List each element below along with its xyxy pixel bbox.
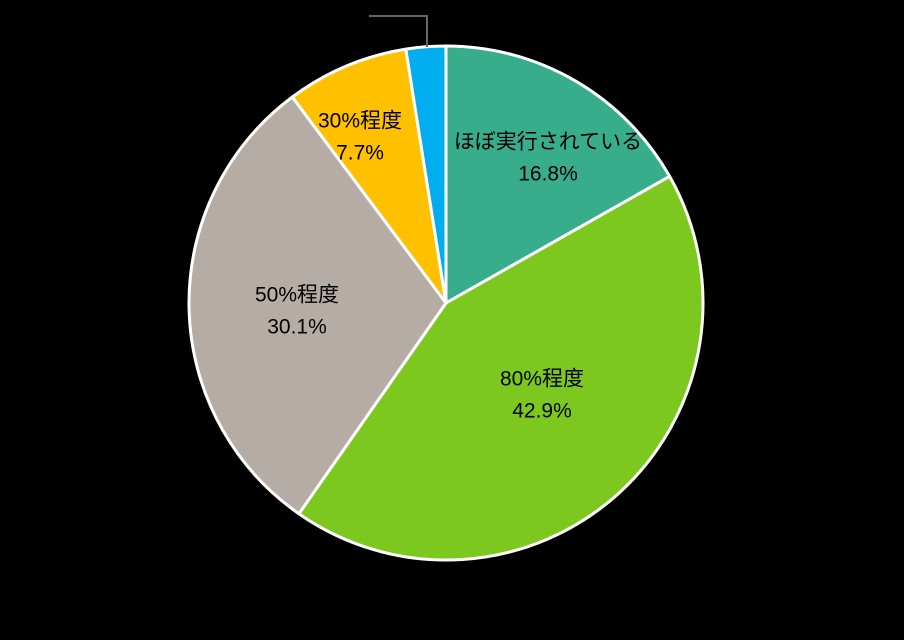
slice-label-1: 80%程度 42.9% [500, 367, 584, 422]
leader-line [369, 15, 428, 47]
pie-slice-1 [297, 174, 705, 562]
slice-label-3: 30%程度 7.7% [318, 109, 402, 164]
pie-slice-2 [187, 95, 448, 516]
pie-slice-0 [444, 44, 672, 305]
pie-slice-3 [290, 47, 448, 305]
slice-label-2: 50%程度 30.1% [255, 283, 339, 338]
slice-label-0: ほぼ実行されている 16.8% [454, 130, 642, 185]
pie-slice-4 [404, 44, 448, 305]
